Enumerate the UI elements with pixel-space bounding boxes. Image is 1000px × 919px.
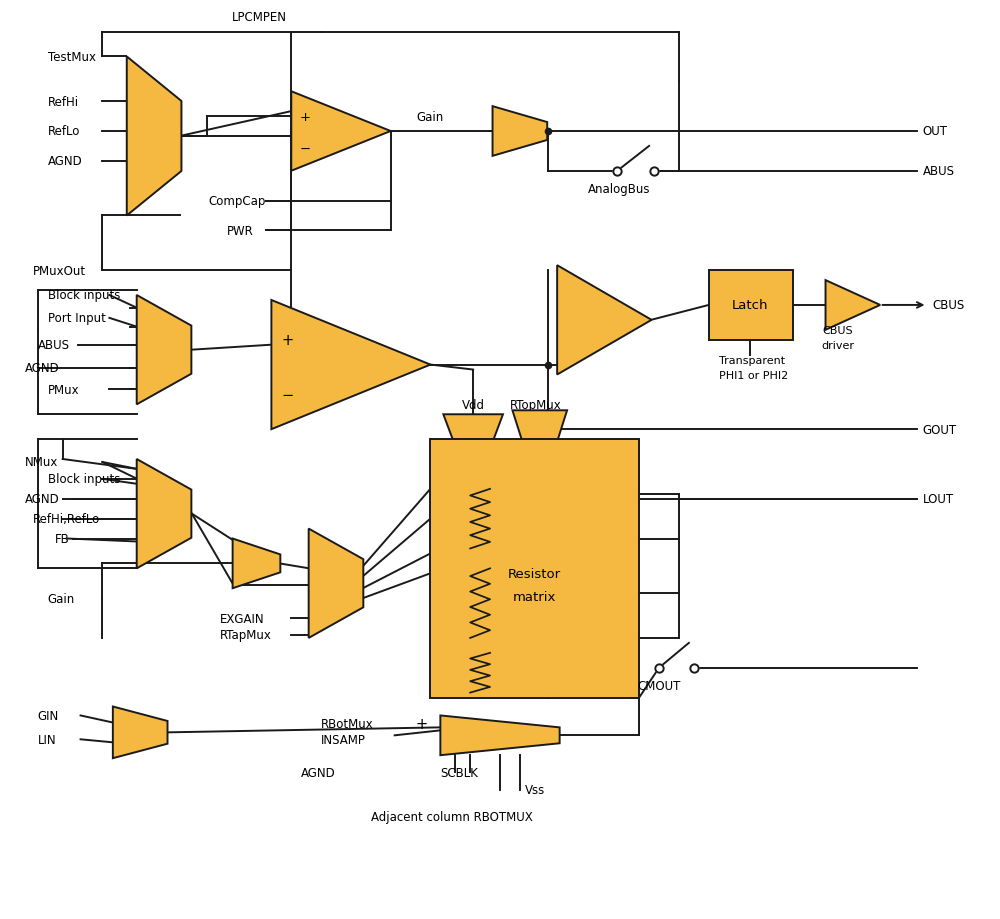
Text: GOUT: GOUT <box>922 424 957 437</box>
Text: EXGAIN: EXGAIN <box>220 612 264 625</box>
Text: AGND: AGND <box>25 362 60 375</box>
Text: driver: driver <box>821 340 854 350</box>
Text: AGND: AGND <box>301 766 336 778</box>
Polygon shape <box>493 107 547 156</box>
Text: −: − <box>299 143 310 156</box>
Text: RefLo: RefLo <box>48 125 80 139</box>
Bar <box>430 439 639 698</box>
Polygon shape <box>309 529 363 638</box>
Text: CMOUT: CMOUT <box>637 679 681 692</box>
Text: CBUS: CBUS <box>823 325 853 335</box>
Polygon shape <box>512 411 567 448</box>
Bar <box>709 271 793 340</box>
Text: +: + <box>299 110 310 123</box>
Text: AGND: AGND <box>25 493 60 505</box>
Text: NMux: NMux <box>25 456 58 469</box>
Text: RefHi: RefHi <box>48 96 79 108</box>
Text: matrix: matrix <box>513 590 556 603</box>
Text: PMuxOut: PMuxOut <box>33 265 86 278</box>
Text: RTopMux: RTopMux <box>510 399 562 412</box>
Polygon shape <box>127 57 181 216</box>
Text: RTapMux: RTapMux <box>220 629 272 641</box>
Text: INSAMP: INSAMP <box>321 733 366 746</box>
Text: Transparent: Transparent <box>719 356 785 365</box>
Text: +: + <box>416 716 428 732</box>
Text: Latch: Latch <box>732 299 769 312</box>
Text: RefHi,RefLo: RefHi,RefLo <box>33 513 100 526</box>
Text: LOUT: LOUT <box>922 493 954 505</box>
Text: PMux: PMux <box>48 383 79 396</box>
Text: ABUS: ABUS <box>38 339 70 352</box>
Text: Vss: Vss <box>525 784 545 797</box>
Text: GIN: GIN <box>38 709 59 722</box>
Text: −: − <box>281 388 294 403</box>
Text: Adjacent column RBOTMUX: Adjacent column RBOTMUX <box>371 811 533 823</box>
Polygon shape <box>113 707 168 758</box>
Polygon shape <box>557 266 652 375</box>
Polygon shape <box>291 92 391 172</box>
Text: Resistor: Resistor <box>508 567 561 580</box>
Text: TestMux: TestMux <box>48 51 96 64</box>
Text: OUT: OUT <box>922 125 947 139</box>
Polygon shape <box>826 281 880 331</box>
Polygon shape <box>443 414 503 455</box>
Text: Block inputs: Block inputs <box>48 473 120 486</box>
Text: LPCMPEN: LPCMPEN <box>232 11 287 24</box>
Text: Vdd: Vdd <box>462 399 485 412</box>
Text: FB: FB <box>55 532 69 545</box>
Text: SCBLK: SCBLK <box>440 766 478 778</box>
Polygon shape <box>271 301 430 430</box>
Text: Port Input: Port Input <box>48 312 106 325</box>
Text: AGND: AGND <box>48 155 82 168</box>
Polygon shape <box>440 716 560 755</box>
Text: RBotMux: RBotMux <box>321 717 374 730</box>
Text: CBUS: CBUS <box>932 299 965 312</box>
Text: +: + <box>281 333 293 348</box>
Text: PHI1 or PHI2: PHI1 or PHI2 <box>719 370 788 380</box>
Polygon shape <box>233 539 280 588</box>
Polygon shape <box>137 460 191 569</box>
Text: AnalogBus: AnalogBus <box>588 183 651 196</box>
Polygon shape <box>137 296 191 405</box>
Text: PWR: PWR <box>227 224 253 238</box>
Text: Gain: Gain <box>417 110 444 123</box>
Text: ABUS: ABUS <box>922 165 954 178</box>
Text: Gain: Gain <box>48 592 75 605</box>
Text: Block inputs: Block inputs <box>48 289 120 302</box>
Text: CompCap: CompCap <box>209 195 266 208</box>
Text: LIN: LIN <box>38 733 56 746</box>
